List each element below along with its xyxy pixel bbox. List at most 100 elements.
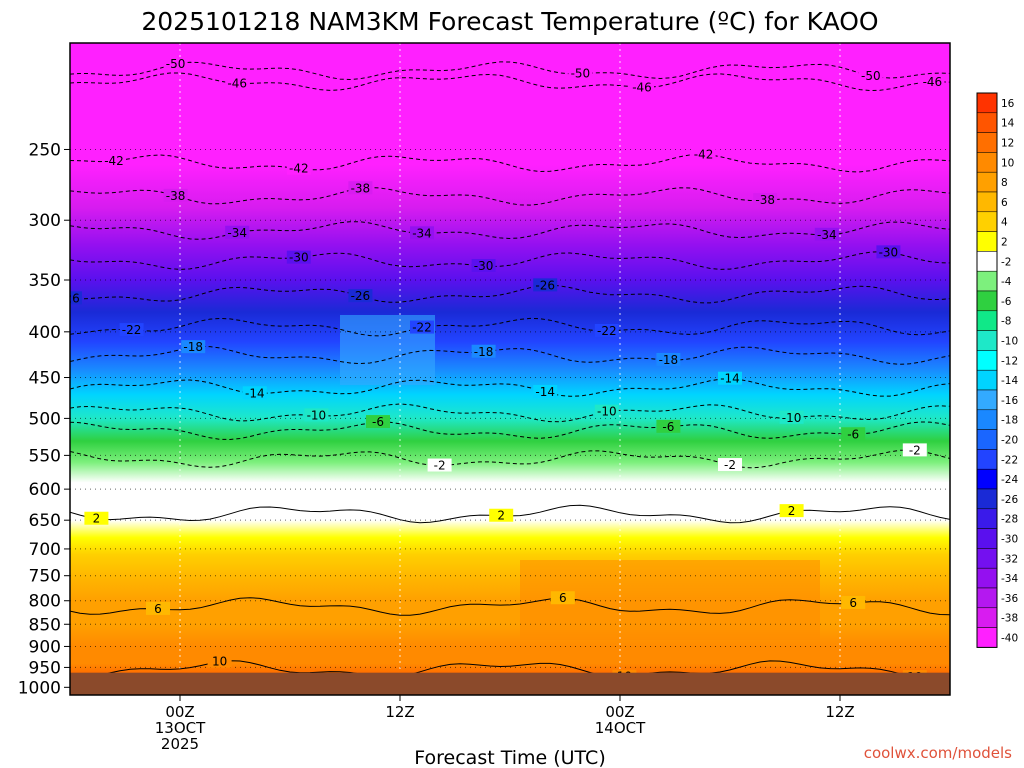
colorbar-swatch	[976, 468, 998, 490]
colorbar-label: -30	[1001, 534, 1018, 546]
colorbar-label: 14	[1001, 118, 1015, 130]
contour-label: -14	[720, 372, 740, 386]
contour-label: 6	[559, 591, 567, 605]
contour-label: -6	[847, 427, 859, 441]
colorbar: 16 14 12 10 8 6 4 2 -2 -4 -6 -8 -10 -12 -14 -16 -18 -20 -2…	[976, 92, 1018, 648]
x-tick-label: 13OCT	[155, 719, 206, 737]
contour-label-bg	[533, 385, 558, 399]
colorbar-frame	[976, 92, 998, 648]
contour-label-bg	[146, 601, 170, 615]
colorbar-label: -2	[1001, 256, 1011, 268]
contour-line	[70, 284, 950, 304]
colorbar-swatch	[976, 587, 998, 609]
y-tick-label: 350	[29, 271, 61, 291]
x-tick-label: 00Z	[605, 703, 634, 721]
contour-label: 2	[788, 504, 796, 518]
colorbar-swatch	[976, 211, 998, 232]
y-tick-label: 700	[29, 540, 61, 560]
colorbar-swatch	[976, 488, 998, 510]
contour-label: -46	[923, 75, 943, 89]
x-axis-label: Forecast Time (UTC)	[414, 747, 605, 768]
colorbar-swatch	[976, 112, 998, 133]
colorbar-label: -4	[1001, 276, 1012, 288]
contour-label: -14	[535, 385, 555, 399]
colorbar-label: -6	[1001, 296, 1012, 308]
colorbar-label: -12	[1001, 355, 1018, 367]
y-tick-label: 300	[29, 211, 61, 231]
contour-label-bg	[841, 427, 866, 441]
contour-label-bg	[691, 147, 716, 161]
contour-label-bg	[366, 415, 390, 429]
contour-line	[70, 317, 950, 337]
contour-label: -10	[597, 405, 617, 419]
contour-label: -46	[227, 76, 247, 90]
contour-label: -34	[227, 226, 247, 240]
contour-label: -26	[60, 291, 80, 305]
y-tick-label: 250	[29, 140, 61, 160]
colorbar-label: 2	[1001, 237, 1008, 249]
colorbar-swatch	[976, 389, 998, 411]
contour-label: -38	[166, 189, 186, 203]
colorbar-swatch	[976, 310, 998, 331]
contour-line	[70, 186, 950, 206]
contour-label-bg	[348, 181, 373, 195]
contour-label: 10	[212, 655, 227, 669]
contour-label: -38	[351, 181, 371, 195]
contour-label-bg	[920, 74, 945, 88]
contour-label: -22	[412, 321, 432, 335]
y-tick-label: 600	[29, 480, 61, 500]
colorbar-label: 10	[1001, 157, 1014, 169]
colorbar-swatch	[976, 92, 998, 114]
contour-label-bg	[242, 386, 267, 400]
contour-label-bg	[410, 226, 434, 240]
colorbar-label: -40	[1001, 633, 1018, 645]
contour-label: -34	[817, 228, 837, 242]
contour-label-bg	[656, 419, 681, 433]
contour-line	[70, 378, 950, 397]
contour-label-bg	[286, 250, 311, 264]
contour-label-bg	[119, 323, 144, 337]
colorbar-swatch	[976, 270, 998, 292]
y-tick-label: 750	[29, 567, 61, 587]
contour-lines: -50 -50 -50 -46 -46 -46 -42 -42 -42 -38 -38 -38 -34 -…	[60, 57, 950, 684]
y-axis: 2503003504004505005506006507007508008509…	[18, 140, 70, 698]
gridlines	[70, 43, 950, 695]
contour-label: -14	[245, 386, 265, 400]
y-tick-label: 1000	[18, 678, 61, 698]
contour-label: 6	[154, 602, 162, 616]
x-tick-label: 12Z	[385, 703, 414, 721]
y-tick-label: 800	[29, 592, 61, 612]
contour-label: -22	[122, 323, 142, 337]
x-axis: 00Z13OCT202512Z00Z14OCT12Z00Z15OCT	[155, 695, 855, 753]
contour-label: -22	[597, 324, 617, 338]
contour-label: -18	[659, 353, 679, 367]
contour-label-bg	[902, 443, 927, 457]
y-tick-label: 550	[29, 446, 61, 466]
contour-label-bg	[471, 344, 496, 358]
contour-label-bg	[181, 340, 206, 354]
contour-label-bg	[102, 154, 126, 168]
contour-line	[70, 72, 950, 92]
contour-line	[70, 61, 950, 81]
chart-title: 2025101218 NAM3KM Forecast Temperature (…	[141, 7, 878, 36]
colorbar-label: -24	[1001, 474, 1018, 486]
contour-label-bg	[858, 68, 883, 82]
contour-label: -18	[474, 345, 494, 359]
contour-label-bg	[304, 408, 329, 422]
contour-label-bg	[718, 371, 742, 385]
contour-label: -30	[474, 259, 494, 273]
contour-label: 2	[497, 509, 505, 523]
contour-label-bg	[594, 404, 619, 418]
colorbar-swatch	[976, 627, 998, 648]
colorbar-swatch	[976, 369, 998, 391]
contour-label-bg	[225, 76, 250, 90]
colorbar-swatch	[976, 191, 998, 213]
colorbar-label: -38	[1001, 613, 1018, 625]
colorbar-label: -34	[1001, 573, 1018, 585]
contour-label: -2	[724, 458, 736, 472]
colorbar-swatch	[976, 607, 998, 628]
contour-label-bg	[163, 57, 188, 71]
contour-label-bg	[533, 278, 558, 292]
colorbar-label: 6	[1001, 197, 1008, 209]
colorbar-label: -28	[1001, 514, 1018, 526]
